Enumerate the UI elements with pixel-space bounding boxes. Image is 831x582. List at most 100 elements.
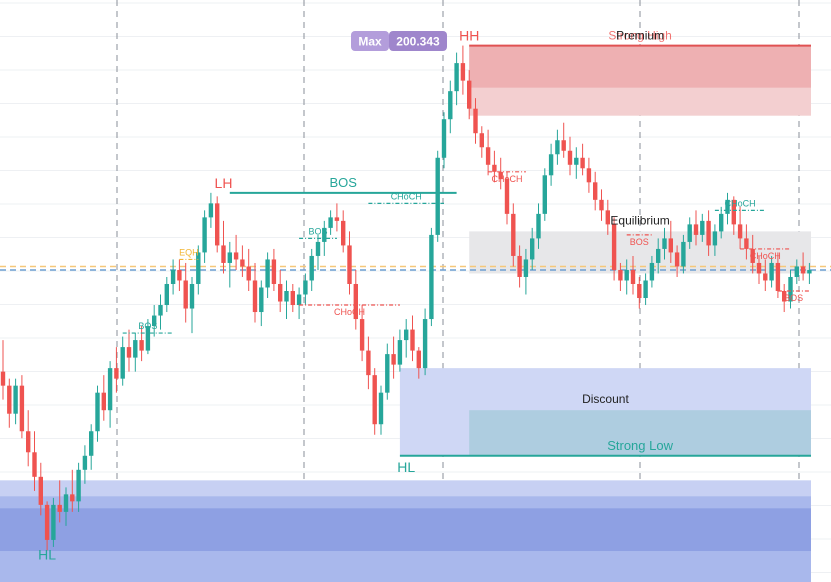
max-price-badge: Max 200.343 [351,31,447,51]
candle-body [807,269,812,274]
candle-body [120,347,125,379]
candle-body [303,280,308,295]
candle-body [170,269,176,284]
candle-body [586,168,592,183]
candle-body [359,319,365,351]
candle-body [530,238,535,260]
candle-body [782,291,787,302]
candle-body [233,252,239,260]
candle-body [649,262,655,281]
candle-body [555,140,560,155]
candle-body [322,227,327,242]
structure-break-label: CHoCH [334,307,365,317]
candle-body [410,329,415,351]
strong-high-label: Strong High [608,29,671,43]
candle-body [668,238,673,253]
candle-body [637,283,642,299]
candle-body [259,287,264,313]
candle-body [580,157,585,169]
strong-low-label: Strong Low [607,438,673,453]
structure-break-label: EQH [179,247,199,257]
candle-body [788,276,793,302]
candle-body [504,178,510,214]
candle-body [378,392,384,425]
structure-break-label: BOS [784,293,803,303]
candle-body [599,199,604,211]
candle-body [208,203,214,218]
max-badge-label: Max [358,35,382,49]
candle-body [38,476,43,505]
candle-body [681,241,686,267]
swing-label: HH [459,28,479,44]
candle-body [630,269,636,284]
swing-labels-layer: HH LH HL HL [38,28,479,563]
candle-body [706,220,711,246]
candle-body [467,80,472,109]
candle-body [139,340,144,351]
candle-body [769,262,774,281]
candle-body [76,469,81,502]
candle-body [44,504,50,540]
candle-body [624,269,629,281]
candle-body [448,91,453,120]
premium-label: Premium [616,29,664,43]
candle-body [265,259,270,288]
candle-body [429,234,434,320]
candle-body [794,266,799,277]
candle-body [70,494,75,502]
structure-break-label: CHoCH [391,191,422,201]
candle-body [800,266,806,274]
candle-body [511,213,516,256]
candle-body [133,340,138,358]
candles-layer [0,45,812,551]
candle-body [246,266,251,281]
candle-body [290,291,295,306]
candle-body [51,504,56,540]
candle-body [13,385,18,414]
candle-body [221,245,226,263]
reference-lines-layer [0,265,831,271]
candle-body [19,385,25,432]
candle-body [756,262,762,274]
candle-body [341,220,346,246]
candle-body [334,217,340,221]
structure-break-label: BOS [630,237,649,247]
candle-body [296,294,302,306]
candle-body [347,245,352,284]
candle-body [215,203,220,246]
strong-low-zone [469,410,811,456]
candle-body [435,157,440,235]
candle-body [536,213,541,239]
candle-body [397,340,403,365]
candle-body [95,392,100,432]
candle-body [731,199,736,225]
candle-body [712,231,718,246]
candle-body [196,252,201,284]
candle-body [725,199,730,214]
candle-body [700,220,705,235]
candle-body [473,108,478,134]
candle-body [32,452,37,477]
candle-body [372,375,377,425]
candle-body [561,140,566,151]
candle-body [454,63,459,92]
candle-body [611,224,617,270]
structure-break-label: BOS [308,226,327,236]
candle-body [183,280,188,309]
candle-body [107,368,113,411]
candle-body [744,238,749,249]
candle-body [593,182,598,200]
order-block-layer [0,480,811,582]
candle-body [693,224,699,235]
candle-body [164,283,169,306]
candle-body [82,455,88,470]
candle-body [416,350,421,369]
candle-body [763,273,768,281]
candle-body [152,315,157,327]
order-block-inner [0,508,811,552]
candle-body [366,350,371,376]
candle-body [750,248,755,263]
candle-body [605,210,610,225]
